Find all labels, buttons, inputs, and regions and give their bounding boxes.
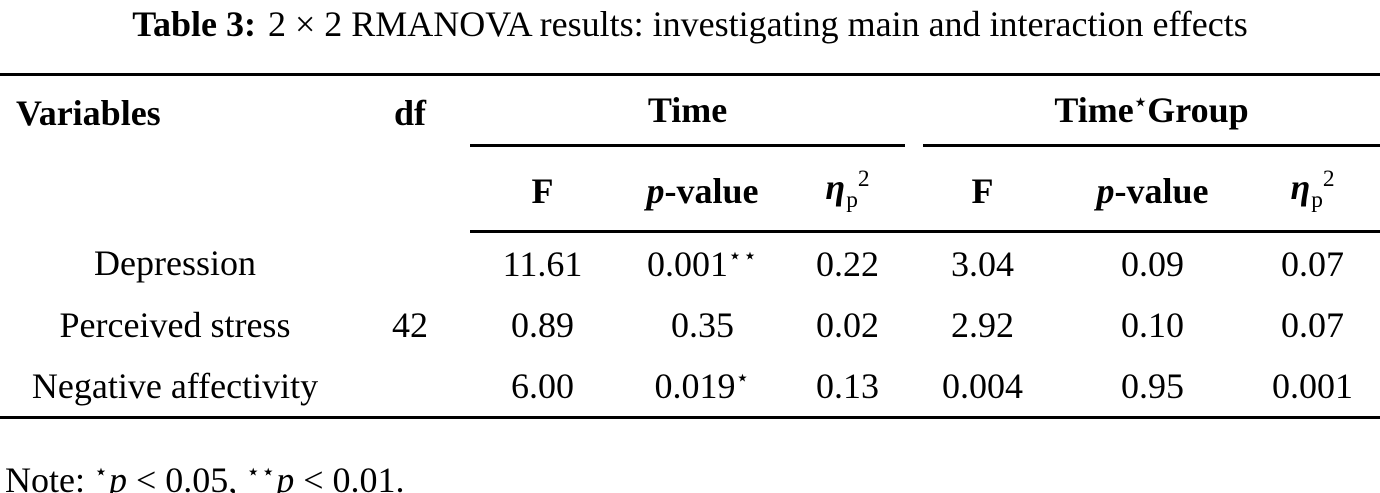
table-row-negative-affectivity: Negative affectivity 6.00 0.019⋆ 0.13 0.…	[0, 355, 1380, 418]
df-cell: 42	[392, 304, 428, 345]
p-value-suffix: -value	[664, 170, 759, 211]
header-row-statistics: F p-value ηp2 F p-value ηp2	[0, 147, 1380, 233]
group-header-time: Time	[470, 75, 906, 147]
eta-superscript: 2	[1322, 166, 1335, 193]
p-number: 0.019	[654, 365, 736, 406]
time-group-eta-cell: 0.07	[1281, 304, 1345, 345]
note-threshold-2: < 0.01.	[294, 460, 405, 493]
time-group-p-cell: 0.95	[1060, 355, 1245, 418]
subheader-time-p-value: p-value	[615, 147, 790, 233]
variable-cell: Depression	[94, 242, 256, 283]
table-note: Note: ⋆p < 0.05, ⋆⋆p < 0.01.	[0, 449, 1380, 493]
significance-stars-icon: ⋆⋆	[728, 242, 758, 269]
table-caption-text: 2 × 2 RMANOVA results: investigating mai…	[267, 4, 1248, 44]
column-header-variables: Variables	[16, 93, 161, 133]
time-group-p-cell: 0.10	[1060, 294, 1245, 355]
table-row-depression: Depression 11.61 0.001⋆⋆ 0.22 3.04 0.09 …	[0, 232, 1380, 295]
header-row-groups: Variables df Time Time⋆Group	[0, 75, 1380, 147]
variable-cell: Perceived stress	[59, 304, 291, 345]
p-number: 0.35	[671, 304, 734, 345]
time-group-star-icon: ⋆	[1133, 90, 1148, 115]
eta-superscript: 2	[857, 166, 870, 193]
p-symbol: p	[1096, 170, 1115, 211]
eta-subscript: p	[846, 187, 858, 214]
group-header-time-group-rule: Time⋆Group	[923, 76, 1380, 147]
eta-symbol: η	[825, 167, 847, 208]
table-caption-label: Table 3:	[132, 4, 256, 44]
subheader-time-f: F	[470, 147, 615, 233]
subheader-time-group-eta: ηp2	[1245, 147, 1380, 233]
df-cell	[350, 232, 470, 295]
time-f-cell: 11.61	[502, 243, 583, 284]
group-header-time-group-label: Time⋆Group	[1054, 89, 1248, 131]
group-header-time-group: Time⋆Group	[905, 75, 1380, 147]
time-group-p-cell: 0.09	[1060, 232, 1245, 295]
rmanova-results-table: Variables df Time Time⋆Group F p-value η…	[0, 73, 1380, 419]
time-group-f-cell: 2.92	[951, 304, 1015, 345]
column-header-df: df	[393, 93, 426, 133]
eta-symbol: η	[1290, 167, 1312, 208]
p-symbol: p	[276, 460, 295, 493]
df-cell	[350, 355, 470, 418]
eta-subscript: p	[1311, 187, 1323, 214]
table-row-perceived-stress: Perceived stress 42 0.89 0.35 0.02 2.92 …	[0, 294, 1380, 355]
group-header-time-rule: Time	[470, 76, 906, 147]
table-body: Depression 11.61 0.001⋆⋆ 0.22 3.04 0.09 …	[0, 232, 1380, 418]
p-number: 0.95	[1121, 365, 1185, 406]
time-p-cell: 0.019⋆	[615, 355, 790, 418]
significance-stars-icon: ⋆	[735, 364, 751, 391]
subheader-time-group-f: F	[905, 147, 1061, 233]
subheader-time-group-p-value: p-value	[1060, 147, 1246, 233]
note-prefix: Note:	[5, 460, 94, 493]
significance-star-icon: ⋆	[93, 459, 109, 485]
time-group-f-cell: 0.004	[942, 365, 1024, 406]
p-symbol: p	[108, 460, 127, 493]
variable-cell: Negative affectivity	[31, 365, 319, 406]
note-threshold-1: < 0.05,	[126, 460, 247, 493]
p-number: 0.001	[647, 243, 729, 284]
time-group-post: Group	[1147, 90, 1249, 130]
time-group-eta-cell: 0.001	[1272, 365, 1354, 406]
time-group-pre: Time	[1054, 90, 1134, 130]
time-eta-cell: 0.13	[816, 365, 880, 406]
time-f-cell: 6.00	[511, 365, 574, 406]
subheader-time-eta: ηp2	[790, 147, 906, 233]
table-header: Variables df Time Time⋆Group F p-value η…	[0, 75, 1380, 233]
time-group-eta-cell: 0.07	[1281, 243, 1345, 284]
time-group-f-cell: 3.04	[951, 243, 1015, 284]
time-eta-cell: 0.02	[816, 304, 880, 345]
table-caption: Table 3: 2 × 2 RMANOVA results: investiga…	[0, 0, 1380, 47]
time-f-cell: 0.89	[511, 304, 574, 345]
group-header-time-label: Time	[647, 90, 728, 130]
p-number: 0.10	[1121, 304, 1185, 345]
significance-stars-icon: ⋆⋆	[246, 459, 277, 485]
time-eta-cell: 0.22	[816, 243, 880, 284]
time-p-cell: 0.35	[615, 294, 790, 355]
p-value-suffix: -value	[1114, 170, 1209, 211]
p-number: 0.09	[1121, 243, 1185, 284]
p-symbol: p	[646, 170, 665, 211]
time-p-cell: 0.001⋆⋆	[615, 232, 790, 295]
